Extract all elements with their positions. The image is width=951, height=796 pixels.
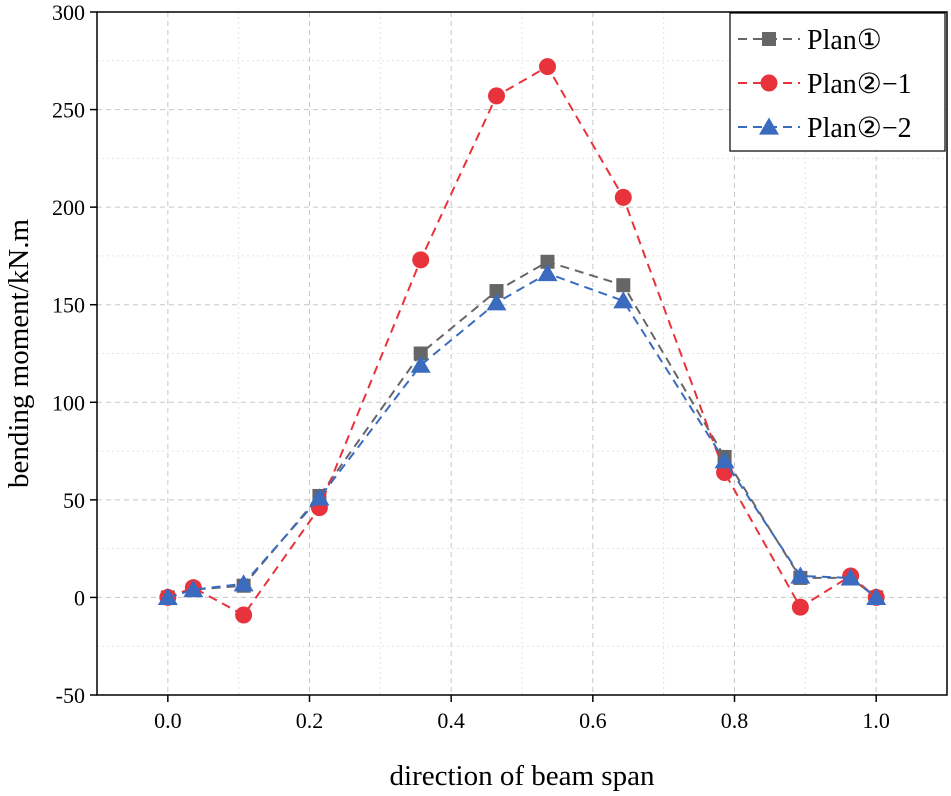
y-axis-title: bending moment/kN.m — [3, 219, 35, 488]
data-point-triangle — [183, 580, 204, 598]
y-tick-label: 50 — [63, 488, 85, 513]
legend-marker-circle — [760, 74, 778, 92]
data-point-triangle — [233, 574, 254, 592]
data-point-triangle — [410, 355, 431, 373]
data-point-circle — [488, 87, 505, 105]
x-tick-label: 1.0 — [862, 708, 890, 733]
grid — [97, 12, 947, 695]
data-point-square — [540, 254, 555, 269]
data-point-triangle — [866, 587, 887, 606]
x-tick-label: 0.8 — [721, 708, 749, 733]
data-point-circle — [791, 598, 809, 616]
data-point-triangle — [714, 451, 735, 469]
series-line — [167, 65, 877, 617]
legend-marker-triangle — [759, 117, 779, 135]
data-point-circle — [614, 188, 632, 206]
x-axis-title: direction of beam span — [390, 760, 655, 792]
data-point-square — [413, 346, 428, 361]
legend-label: Plan① — [807, 25, 882, 56]
y-tick-label: 200 — [52, 195, 85, 220]
data-point-triangle — [157, 587, 178, 606]
x-tick-label: 0.6 — [579, 708, 607, 733]
data-point-triangle — [537, 263, 558, 282]
legend-label: Plan②−1 — [807, 69, 912, 100]
data-series — [157, 58, 887, 624]
y-tick-label: 150 — [52, 293, 85, 318]
data-point-triangle — [486, 293, 507, 311]
y-tick-label: 100 — [52, 390, 85, 415]
data-point-triangle — [613, 291, 634, 309]
data-point-triangle — [790, 566, 811, 584]
legend: Plan① Plan②−1 Plan②−2 — [729, 12, 946, 152]
y-tick-label: -50 — [56, 683, 85, 708]
y-tick-label: 300 — [52, 0, 85, 25]
series-line — [167, 272, 877, 599]
legend-label: Plan②−2 — [807, 113, 912, 144]
series-line — [167, 260, 877, 599]
plot-area-frame — [96, 11, 948, 696]
x-tick-label: 0.2 — [296, 708, 324, 733]
data-point-square — [616, 278, 631, 293]
data-point-circle — [539, 58, 556, 76]
axis-ticks: 0.0 0.2 0.4 0.6 0.8 1.0 -50 0 50 100 150 200 250 300 — [52, 0, 890, 733]
x-tick-label: 0.0 — [154, 708, 182, 733]
y-tick-label: 250 — [52, 98, 85, 123]
x-tick-label: 0.4 — [437, 708, 465, 733]
legend-marker-square — [762, 32, 776, 46]
data-point-square — [489, 284, 504, 299]
series-3 — [157, 263, 887, 606]
data-point-triangle — [309, 488, 330, 506]
y-tick-label: 0 — [74, 585, 85, 610]
data-point-circle — [235, 606, 253, 624]
data-point-triangle — [840, 568, 861, 586]
data-point-circle — [412, 251, 430, 269]
